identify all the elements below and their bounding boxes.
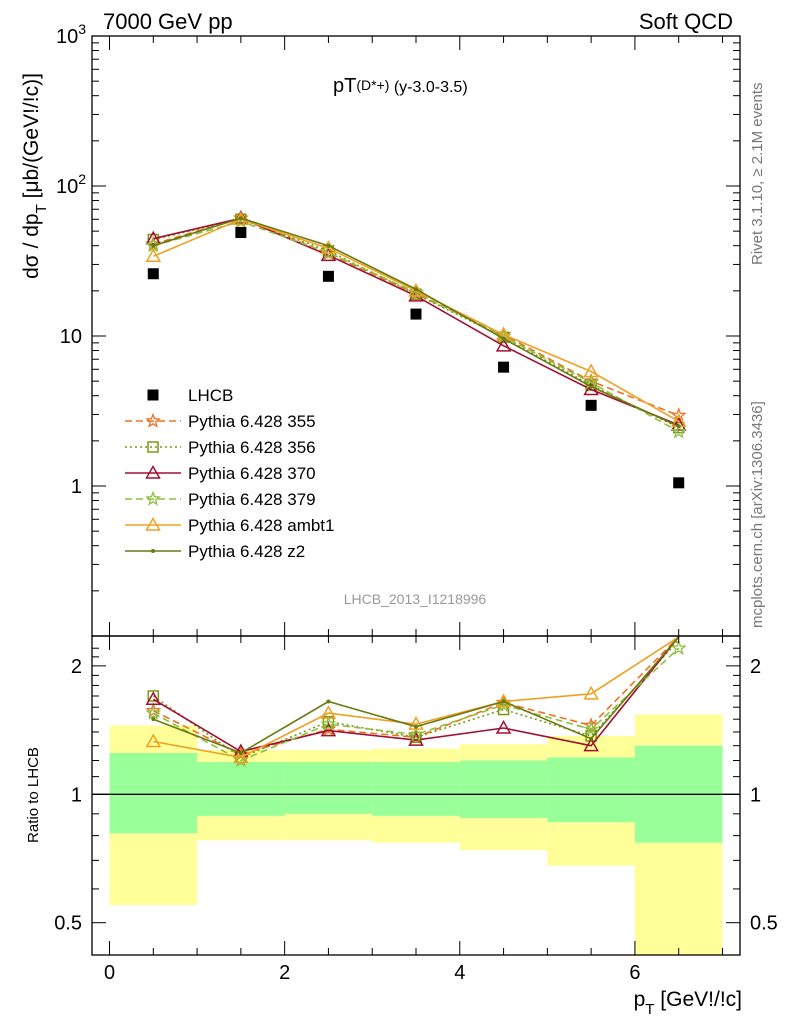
- ratio-point: [320, 715, 337, 731]
- site-label: mcplots.cern.ch [arXiv:1306.3436]: [749, 401, 766, 628]
- data-point: [322, 270, 334, 282]
- ratio-y-axis-label: Ratio to LHCB: [25, 747, 42, 843]
- x-tick-label: 0: [104, 962, 115, 984]
- x-tick-label: 6: [629, 962, 640, 984]
- chart-title: pT(D*+) (y-3.0-3.5): [333, 75, 468, 97]
- header-right: Soft QCD: [639, 9, 733, 34]
- ratio-point: [501, 699, 506, 704]
- ratio-point: [408, 716, 424, 730]
- data-point: [670, 423, 687, 439]
- legend-label: Pythia 6.428 370: [188, 464, 316, 483]
- header-left: 7000 GeV pp: [103, 9, 233, 34]
- data-point: [410, 308, 422, 320]
- uncertainty-band-inner: [459, 760, 548, 818]
- ratio-point: [238, 750, 243, 755]
- legend-label: LHCB: [188, 386, 233, 405]
- ratio-point: [145, 733, 162, 748]
- ratio-y-tick-label: 2: [750, 656, 761, 678]
- data-point: [408, 282, 424, 297]
- data-point: [326, 243, 331, 248]
- data-point: [583, 363, 599, 378]
- legend-marker: [145, 412, 161, 428]
- ratio-y-tick-label: 1: [750, 784, 761, 806]
- data-point: [498, 361, 510, 373]
- data-point: [238, 216, 243, 221]
- data-point: [414, 287, 418, 292]
- series-line-4: [153, 220, 680, 433]
- data-point: [145, 248, 162, 263]
- legend-label: Pythia 6.428 z2: [188, 542, 305, 561]
- ratio-point: [233, 749, 249, 764]
- data-point: [585, 399, 597, 411]
- y-tick-label: 1: [71, 476, 82, 498]
- ratio-point: [495, 720, 512, 734]
- y-tick-label: 103: [56, 21, 86, 48]
- ratio-y-tick-label: 0.5: [750, 913, 778, 935]
- data-point: [589, 384, 594, 389]
- ratio-point: [495, 693, 512, 708]
- ratio-panel: 0.5 0.5 1 1 2 2 0 2 4 6 Ratio to LHCB pT [GeV!/!c]: [25, 635, 778, 1018]
- ratio-point: [583, 685, 599, 700]
- ratio-point: [320, 722, 337, 737]
- y-axis-label: dσ / dpT [μb/(GeV!/!c)]: [20, 73, 50, 279]
- data-point: [235, 226, 247, 238]
- legend-label: Pythia 6.428 355: [188, 412, 316, 431]
- uncertainty-band-inner: [109, 752, 198, 834]
- x-tick-label: 4: [454, 962, 465, 984]
- y-tick-label: 10: [60, 326, 82, 348]
- ratio-point: [145, 691, 162, 706]
- legend-marker: [147, 441, 159, 453]
- data-point: [151, 243, 156, 248]
- legend-label: Pythia 6.428 356: [188, 438, 316, 457]
- ratio-y-tick-label: 0.5: [54, 913, 82, 935]
- ratio-point: [583, 720, 600, 737]
- data-point: [495, 337, 512, 352]
- legend-marker: [145, 516, 161, 531]
- data-point: [147, 268, 159, 280]
- legend-marker: [147, 389, 159, 401]
- ratio-y-tick-label: 1: [71, 784, 82, 806]
- ratio-line-4: [153, 636, 680, 759]
- ratio-point: [670, 639, 687, 655]
- uncertainty-band-inner: [547, 757, 635, 823]
- x-axis-label: pT [GeV!/!c]: [634, 988, 742, 1018]
- ratio-point: [583, 737, 599, 752]
- y-tick-label: 102: [56, 171, 86, 198]
- legend-label: Pythia 6.428 ambt1: [188, 516, 334, 535]
- data-point: [676, 424, 681, 429]
- legend-marker: [151, 549, 155, 553]
- ratio-point: [326, 699, 331, 704]
- analysis-watermark: LHCB_2013_I1218996: [344, 591, 487, 607]
- data-point: [501, 336, 506, 341]
- ratio-point: [145, 704, 162, 720]
- rivet-label: Rivet 3.1.10, ≥ 2.1M events: [749, 83, 766, 266]
- ratio-line-3: [152, 647, 680, 762]
- uncertainty-band-inner: [284, 762, 373, 814]
- ratio-point: [589, 736, 594, 741]
- ratio-point: [408, 726, 424, 742]
- x-tick-label: 2: [279, 962, 290, 984]
- data-point: [673, 477, 685, 489]
- uncertainty-band-inner: [372, 762, 460, 816]
- legend-marker: [145, 464, 161, 479]
- uncertainty-band-inner: [197, 762, 285, 816]
- ratio-point: [147, 690, 160, 702]
- ratio-point: [151, 717, 156, 722]
- ratio-y-tick-label: 2: [71, 656, 82, 678]
- ratio-point: [320, 705, 337, 719]
- series-line-2: [153, 218, 680, 429]
- ratio-point: [414, 724, 418, 729]
- legend-label: Pythia 6.428 379: [188, 490, 316, 509]
- legend-marker: [145, 490, 161, 506]
